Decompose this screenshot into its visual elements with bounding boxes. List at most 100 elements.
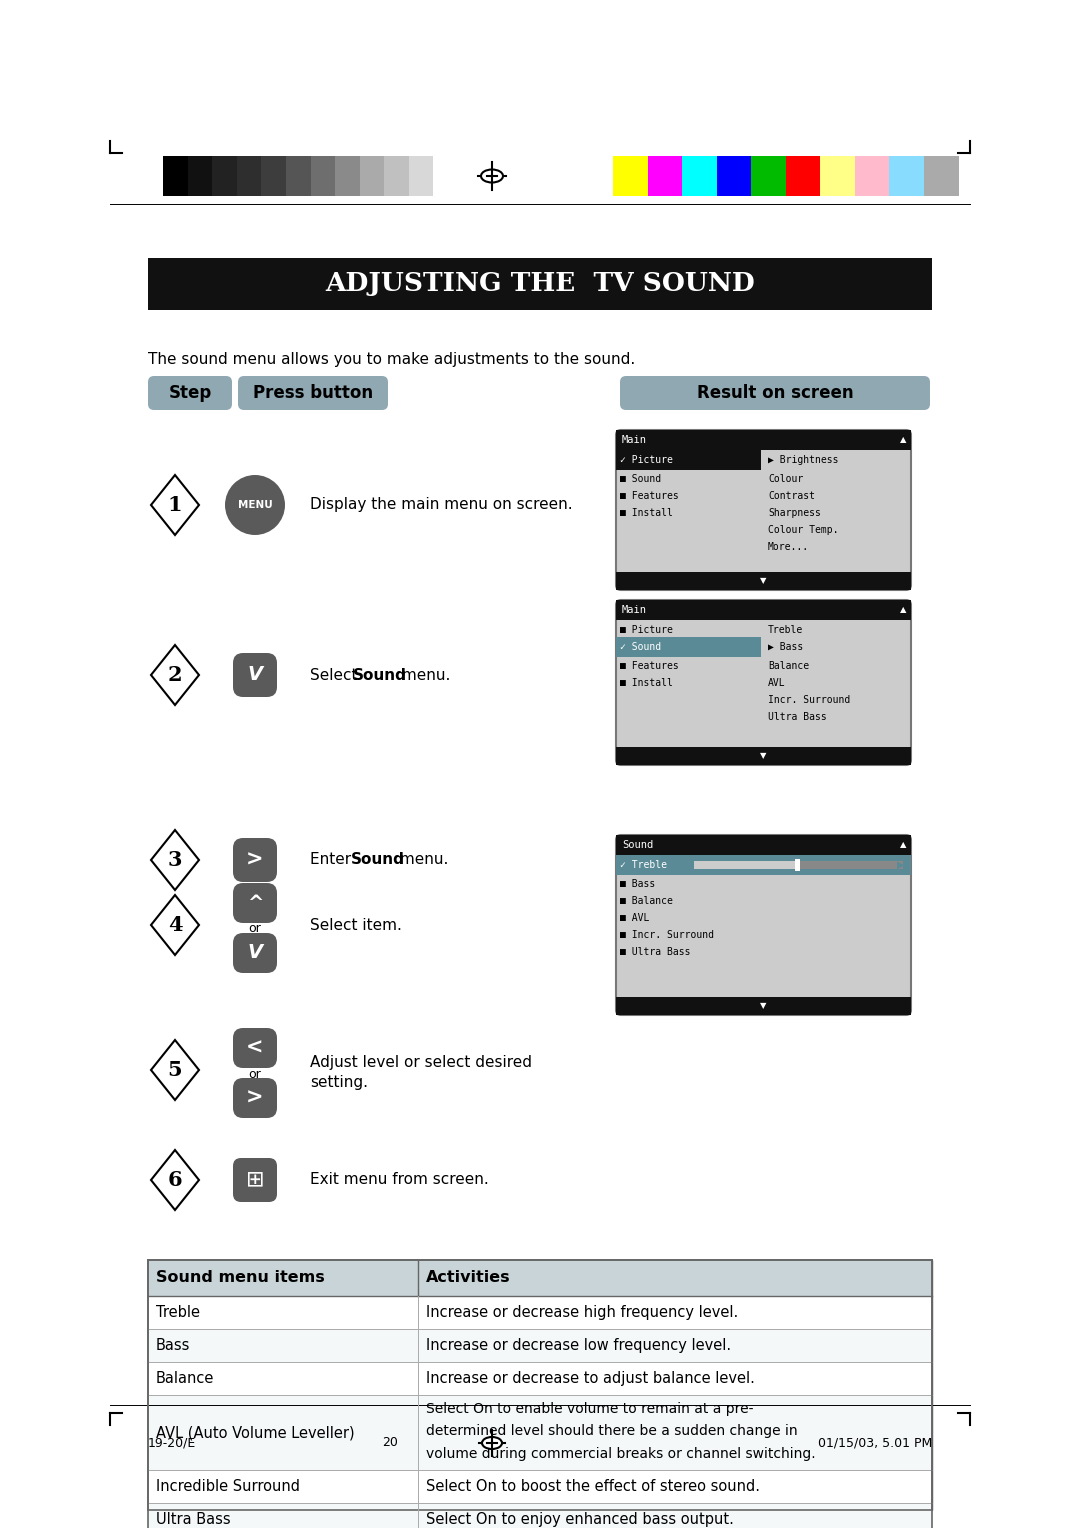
- Bar: [616, 451, 761, 471]
- Text: Select On to boost the effect of stereo sound.: Select On to boost the effect of stereo …: [426, 1479, 760, 1494]
- Text: Sound: Sound: [622, 840, 653, 850]
- Text: ▼: ▼: [759, 1001, 766, 1010]
- Text: ▲: ▲: [900, 605, 906, 614]
- Bar: [237, 156, 261, 196]
- Text: Select item.: Select item.: [310, 917, 402, 932]
- Circle shape: [225, 475, 285, 535]
- Polygon shape: [151, 895, 199, 955]
- Bar: [148, 1329, 932, 1361]
- Text: 3: 3: [167, 850, 183, 869]
- Text: 4: 4: [167, 915, 183, 935]
- Text: Sound: Sound: [351, 853, 405, 868]
- Text: Display the main menu on screen.: Display the main menu on screen.: [310, 498, 572, 512]
- Text: Colour Temp.: Colour Temp.: [768, 526, 838, 535]
- Text: 6: 6: [167, 1170, 183, 1190]
- Text: Increase or decrease high frequency level.: Increase or decrease high frequency leve…: [426, 1305, 739, 1320]
- Bar: [616, 834, 912, 856]
- Text: Treble: Treble: [156, 1305, 200, 1320]
- Text: Contrast: Contrast: [768, 490, 815, 501]
- Text: Incr. Surround: Incr. Surround: [768, 695, 850, 704]
- Bar: [188, 156, 213, 196]
- Bar: [148, 1361, 932, 1395]
- Text: Colour: Colour: [768, 474, 804, 484]
- Text: ■ Balance: ■ Balance: [620, 895, 673, 906]
- FancyBboxPatch shape: [148, 376, 232, 410]
- Bar: [648, 156, 683, 196]
- Text: Main: Main: [622, 435, 647, 445]
- Bar: [360, 156, 384, 196]
- Text: ▲: ▲: [900, 840, 906, 850]
- Text: ✓ Picture: ✓ Picture: [620, 455, 673, 465]
- Bar: [889, 156, 924, 196]
- Text: Adjust level or select desired: Adjust level or select desired: [310, 1054, 532, 1070]
- Text: determined level should there be a sudden change in: determined level should there be a sudde…: [426, 1424, 798, 1438]
- Text: 5: 5: [167, 1060, 183, 1080]
- Text: 01/15/03, 5.01 PM: 01/15/03, 5.01 PM: [818, 1436, 932, 1450]
- Text: The sound menu allows you to make adjustments to the sound.: The sound menu allows you to make adjust…: [148, 351, 635, 367]
- Bar: [163, 156, 188, 196]
- Bar: [148, 1261, 932, 1510]
- Bar: [286, 156, 311, 196]
- Text: Ultra Bass: Ultra Bass: [156, 1513, 231, 1526]
- Text: ▼: ▼: [759, 576, 766, 585]
- Text: volume during commercial breaks or channel switching.: volume during commercial breaks or chann…: [426, 1447, 815, 1461]
- FancyBboxPatch shape: [233, 883, 276, 923]
- Bar: [409, 156, 434, 196]
- Text: Incredible Surround: Incredible Surround: [156, 1479, 300, 1494]
- Text: V: V: [247, 666, 262, 685]
- Text: Treble: Treble: [768, 625, 804, 636]
- Bar: [616, 571, 912, 590]
- Text: ■ Features: ■ Features: [620, 490, 678, 501]
- Polygon shape: [151, 645, 199, 704]
- Text: Press button: Press button: [253, 384, 373, 402]
- Text: Sound menu items: Sound menu items: [156, 1270, 325, 1285]
- Text: Sharpness: Sharpness: [768, 507, 821, 518]
- Bar: [613, 156, 648, 196]
- Text: 1: 1: [167, 495, 183, 515]
- Polygon shape: [151, 1041, 199, 1100]
- Bar: [311, 156, 336, 196]
- Bar: [854, 156, 890, 196]
- Text: >: >: [246, 1088, 264, 1108]
- Bar: [261, 156, 286, 196]
- FancyBboxPatch shape: [233, 1077, 276, 1118]
- FancyBboxPatch shape: [233, 837, 276, 882]
- Bar: [785, 156, 821, 196]
- Bar: [616, 637, 761, 657]
- Bar: [820, 156, 855, 196]
- Text: A: A: [276, 267, 299, 298]
- FancyBboxPatch shape: [233, 652, 276, 697]
- Text: Select On to enjoy enhanced bass output.: Select On to enjoy enhanced bass output.: [426, 1513, 734, 1526]
- Text: ■ Incr. Surround: ■ Incr. Surround: [620, 931, 714, 940]
- Text: Step: Step: [168, 384, 212, 402]
- Text: Increase or decrease to adjust balance level.: Increase or decrease to adjust balance l…: [426, 1371, 755, 1386]
- FancyBboxPatch shape: [616, 834, 912, 1015]
- Text: More...: More...: [768, 542, 809, 552]
- Bar: [694, 860, 903, 869]
- Text: ■ Sound: ■ Sound: [620, 474, 661, 484]
- Text: ^: ^: [247, 894, 264, 912]
- Text: or: or: [248, 923, 261, 935]
- Bar: [616, 601, 912, 620]
- Text: ■ Ultra Bass: ■ Ultra Bass: [620, 947, 690, 957]
- Text: 2: 2: [167, 665, 183, 685]
- FancyBboxPatch shape: [233, 934, 276, 973]
- FancyBboxPatch shape: [616, 429, 912, 590]
- FancyBboxPatch shape: [238, 376, 388, 410]
- Bar: [148, 1395, 932, 1470]
- Text: Enter: Enter: [310, 853, 356, 868]
- Bar: [148, 1504, 932, 1528]
- Bar: [335, 156, 360, 196]
- Bar: [923, 156, 959, 196]
- Text: or: or: [248, 1068, 261, 1080]
- Text: Main: Main: [622, 605, 647, 614]
- Text: Increase or decrease low frequency level.: Increase or decrease low frequency level…: [426, 1339, 731, 1352]
- Ellipse shape: [481, 170, 503, 182]
- Text: ■ Features: ■ Features: [620, 662, 678, 671]
- Text: Activities: Activities: [426, 1270, 511, 1285]
- Bar: [616, 429, 912, 451]
- Bar: [148, 1261, 932, 1510]
- Text: setting.: setting.: [310, 1074, 368, 1089]
- Bar: [148, 258, 932, 310]
- FancyBboxPatch shape: [616, 601, 912, 766]
